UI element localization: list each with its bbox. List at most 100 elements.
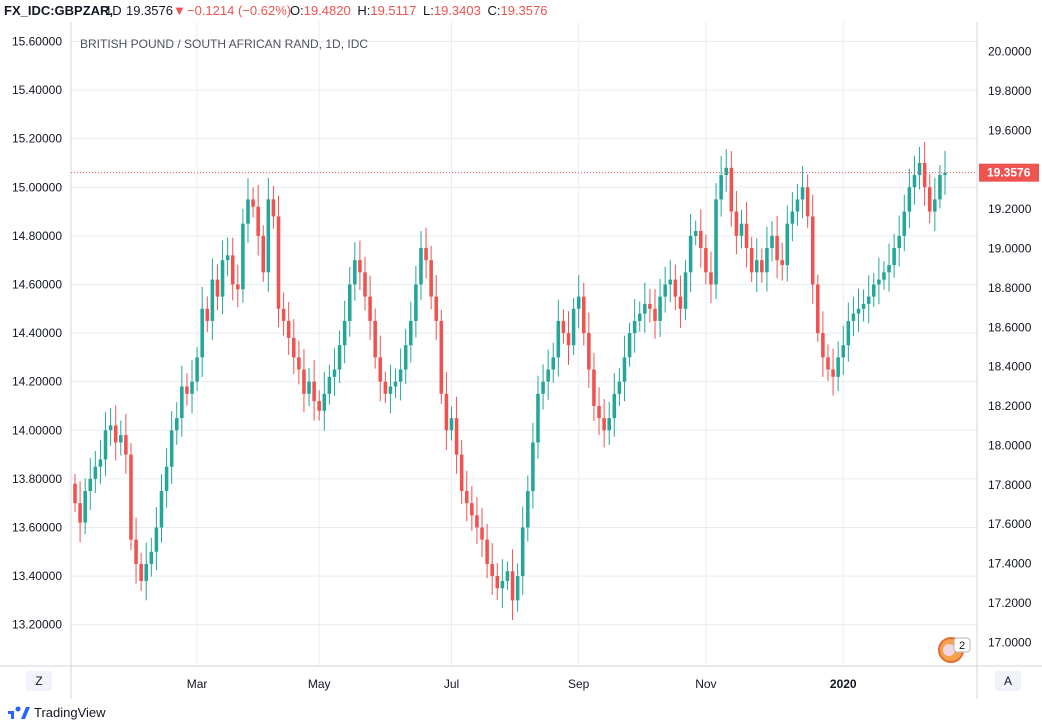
- time-scale[interactable]: Mar May Jul Sep Nov 2020: [187, 677, 857, 691]
- candle-body: [388, 386, 393, 394]
- right-tick-label: 17.2000: [988, 596, 1032, 610]
- candle-body: [180, 386, 184, 419]
- candle-body: [139, 563, 143, 581]
- open-value: 19.4820: [303, 3, 351, 18]
- candle-body: [373, 320, 377, 358]
- candle-body: [922, 162, 927, 188]
- candle-body: [322, 393, 327, 411]
- left-tick-label: 15.60000: [12, 34, 62, 48]
- time-tick-label: Mar: [187, 677, 208, 691]
- candle-body: [734, 211, 739, 236]
- candlestick-chart[interactable]: 15.60000 15.40000 15.20000 15.00000 14.80000…: [0, 22, 1042, 699]
- candle-body: [414, 284, 418, 321]
- candle-body: [617, 381, 622, 394]
- events-badge-count: 2: [959, 640, 965, 652]
- candle-body: [531, 442, 535, 492]
- candle-body: [119, 435, 123, 443]
- close-value: 19.3576: [500, 3, 548, 18]
- candle-body: [500, 580, 505, 589]
- brand-name[interactable]: TradingView: [34, 705, 106, 720]
- right-tick-label: 20.0000: [988, 45, 1032, 59]
- last-price-tag-label: 19.3576: [987, 166, 1031, 180]
- candle-body: [261, 235, 266, 273]
- symbol-label[interactable]: FX_IDC:GBPZAR,: [4, 3, 114, 18]
- candle-body: [424, 248, 428, 261]
- last-price-tag: [979, 163, 1039, 182]
- candle-body: [790, 211, 795, 224]
- candle-body: [856, 308, 861, 314]
- left-scale-button[interactable]: Z: [26, 671, 52, 691]
- timeframe-label[interactable]: 1D: [105, 3, 122, 18]
- candle-body: [190, 381, 194, 394]
- candle-body: [439, 320, 444, 394]
- candle-body: [205, 308, 210, 321]
- candle-body: [78, 503, 82, 523]
- down-arrow-icon: ▼: [173, 3, 186, 18]
- left-price-scale[interactable]: 15.60000 15.40000 15.20000 15.00000 14.80000…: [12, 34, 62, 631]
- candle-body: [409, 320, 413, 346]
- candle-body: [622, 357, 627, 382]
- candle-body: [643, 303, 647, 314]
- right-tick-label: 19.8000: [988, 84, 1032, 98]
- candle-body: [419, 248, 423, 285]
- candle-body: [134, 539, 138, 564]
- open-label: O:: [290, 3, 304, 18]
- right-tick-label: 19.0000: [988, 241, 1032, 255]
- candle-body: [709, 272, 713, 285]
- right-tick-label: 17.8000: [988, 478, 1032, 492]
- candle-body: [668, 279, 673, 285]
- candle-body: [403, 345, 408, 370]
- candle-body: [312, 381, 316, 402]
- candle-body: [495, 576, 500, 589]
- candle-body: [902, 211, 907, 236]
- events-badge[interactable]: 2: [938, 637, 971, 663]
- candle-body: [729, 167, 734, 212]
- time-tick-label: Nov: [695, 677, 716, 691]
- right-tick-label: 17.4000: [988, 557, 1032, 571]
- candle-body: [317, 401, 321, 411]
- candle-body: [185, 386, 189, 394]
- candle-body: [882, 272, 886, 280]
- candle-body: [933, 199, 937, 212]
- candle-body: [241, 223, 245, 290]
- candle-body: [877, 279, 881, 285]
- right-tick-label: 19.6000: [988, 123, 1032, 137]
- candle-body: [276, 216, 281, 309]
- chart-title: BRITISH POUND / SOUTH AFRICAN RAND, 1D, …: [80, 37, 368, 51]
- left-tick-label: 15.00000: [12, 180, 62, 194]
- right-scale-button[interactable]: A: [995, 671, 1021, 691]
- candle-body: [383, 381, 388, 394]
- candle-body: [429, 260, 433, 297]
- last-price: 19.3576: [126, 3, 173, 18]
- candle-body: [775, 235, 779, 261]
- candle-body: [378, 357, 383, 382]
- candle-body: [505, 571, 510, 581]
- candle-body: [861, 303, 866, 309]
- candle-body: [943, 172, 947, 176]
- candle-body: [347, 284, 352, 321]
- candle-body: [612, 393, 617, 419]
- candle-body: [327, 376, 332, 394]
- candle-body: [749, 248, 754, 273]
- candle-body: [907, 187, 912, 212]
- candle-body: [587, 333, 591, 370]
- candle-body: [637, 313, 642, 321]
- candle-body: [434, 296, 439, 321]
- candle-body: [475, 515, 479, 528]
- candle-body: [225, 255, 230, 261]
- candle-body: [266, 199, 271, 273]
- left-scale-button-label: Z: [35, 674, 42, 688]
- candle-body: [154, 527, 159, 552]
- candle-body: [103, 430, 108, 460]
- candle-body: [342, 320, 347, 346]
- right-tick-label: 18.8000: [988, 281, 1032, 295]
- candle-body: [526, 491, 530, 528]
- candle-body: [887, 265, 891, 273]
- candle-body: [927, 187, 932, 212]
- right-price-scale[interactable]: 20.000019.800019.600019.400019.200019.00…: [988, 45, 1032, 650]
- candle-body: [561, 320, 566, 334]
- flag-icon: [943, 644, 955, 656]
- candle-body: [113, 425, 118, 443]
- candle-body: [851, 313, 856, 321]
- time-tick-label: Sep: [568, 677, 590, 691]
